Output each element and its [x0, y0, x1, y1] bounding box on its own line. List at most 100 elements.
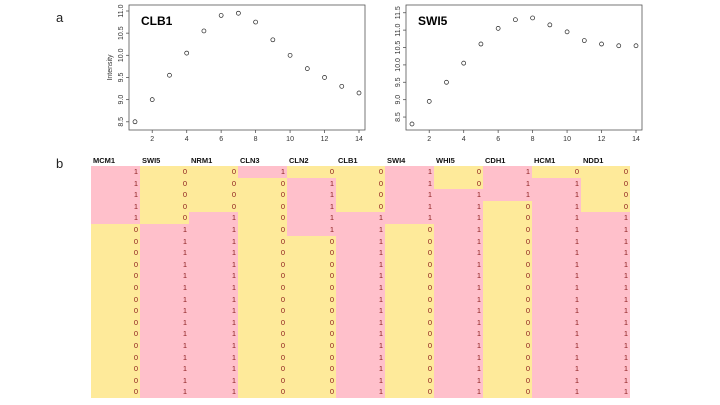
table-cell: 1	[140, 340, 189, 352]
table-cell: 1	[434, 293, 483, 306]
table-cell: 0	[483, 340, 532, 352]
table-cell: 1	[385, 177, 434, 190]
table-cell: 0	[483, 212, 532, 224]
table-cell: 1	[189, 224, 238, 236]
table-cell: 1	[581, 282, 630, 294]
table-cell: 0	[91, 270, 140, 282]
table-cell: 1	[434, 328, 483, 340]
clb1-y-tick-label: 10.0	[118, 48, 125, 62]
clb1-data-point	[322, 75, 327, 80]
swi5-data-point	[530, 15, 535, 21]
table-cell: 1	[532, 270, 581, 282]
clb1-x-tick-label: 8	[254, 136, 258, 143]
column-header-ndd1: NDD1	[583, 156, 604, 165]
table-cell: 1	[483, 166, 532, 178]
table-cell: 1	[581, 316, 630, 329]
clb1-x-tick-label: 2	[150, 136, 154, 143]
table-cell: 1	[581, 235, 630, 248]
table-cell: 0	[483, 328, 532, 340]
clb1-data-point	[218, 13, 224, 18]
table-cell: 1	[532, 363, 581, 375]
table-cell: 0	[581, 166, 630, 178]
swi5-x-tick-label: 12	[598, 136, 606, 143]
clb1-plot-frame	[128, 4, 366, 131]
table-cell: 0	[140, 166, 189, 178]
table-cell: 0	[238, 282, 287, 294]
table-cell: 1	[189, 386, 238, 398]
table-cell: 0	[385, 247, 434, 259]
table-cell: 1	[434, 258, 483, 271]
table-cell: 1	[434, 200, 483, 213]
table-cell: 0	[483, 293, 532, 306]
table-cell: 0	[287, 270, 336, 282]
swi5-data-point	[564, 29, 570, 35]
table-cell: 1	[532, 189, 581, 201]
table-cell: 1	[189, 351, 238, 364]
table-cell: 1	[385, 189, 434, 201]
clb1-y-tick-label: 9.5	[118, 72, 125, 82]
table-cell: 0	[483, 282, 532, 294]
table-cell: 0	[238, 235, 287, 248]
table-cell: 1	[91, 212, 140, 224]
swi5-y-tick-label: 10.5	[395, 41, 402, 55]
table-cell: 1	[336, 235, 385, 248]
table-cell: 1	[189, 270, 238, 282]
table-cell: 1	[532, 247, 581, 259]
clb1-data-point	[287, 52, 293, 58]
table-cell: 1	[140, 247, 189, 259]
table-cell: 1	[385, 212, 434, 224]
table-cell: 1	[336, 328, 385, 340]
table-cell: 1	[91, 189, 140, 201]
clb1-data-point	[304, 66, 310, 71]
table-cell: 0	[91, 247, 140, 259]
table-cell: 1	[581, 224, 630, 236]
table-cell: 0	[287, 374, 336, 387]
table-cell: 1	[385, 200, 434, 213]
table-cell: 0	[238, 293, 287, 306]
table-cell: 0	[385, 282, 434, 294]
scatter-plots-canvas: 2 4 6 8 10 12 14 8.5 9.0 9.5 10.0 10.5 11.0 CLB1 Inten…	[107, 4, 643, 143]
table-cell: 0	[140, 200, 189, 213]
swi5-plot-frame	[405, 4, 643, 131]
swi5-y-tick-label: 9.0	[395, 95, 402, 105]
clb1-data-point	[253, 19, 258, 25]
table-cell: 1	[140, 328, 189, 340]
swi5-x-tick-label: 8	[531, 136, 535, 143]
table-cell: 1	[189, 328, 238, 340]
table-cell: 1	[140, 235, 189, 248]
table-cell: 0	[238, 212, 287, 224]
table-cell: 1	[434, 212, 483, 224]
table-cell: 0	[238, 177, 287, 190]
table-cell: 1	[189, 293, 238, 306]
table-cell: 0	[91, 316, 140, 329]
table-cell: 1	[434, 386, 483, 398]
table-cell: 1	[434, 305, 483, 317]
table-cell: 1	[189, 235, 238, 248]
table-cell: 0	[238, 200, 287, 213]
table-cell: 0	[189, 177, 238, 190]
table-cell: 1	[532, 200, 581, 213]
table-cell: 1	[287, 224, 336, 236]
table-cell: 1	[532, 293, 581, 306]
table-cell: 1	[287, 200, 336, 213]
clb1-x-tick-label: 12	[321, 136, 329, 143]
swi5-data-point	[444, 79, 449, 85]
swi5-y-tick-label: 11.0	[395, 23, 402, 36]
swi5-data-point	[426, 99, 432, 104]
table-cell: 1	[238, 166, 287, 178]
swi5-x-tick-label: 4	[462, 136, 466, 143]
swi5-data-point	[461, 60, 467, 66]
table-cell: 1	[336, 293, 385, 306]
column-header-hcm1: HCM1	[534, 156, 556, 165]
swi5-data-point	[581, 38, 587, 43]
clb1-data-point	[132, 119, 138, 125]
table-cell: 0	[91, 340, 140, 352]
table-cell: 1	[581, 340, 630, 352]
table-cell: 1	[189, 363, 238, 375]
table-cell: 1	[140, 351, 189, 364]
table-cell: 0	[287, 235, 336, 248]
table-cell: 0	[385, 316, 434, 329]
table-cell: 1	[532, 224, 581, 236]
table-cell: 0	[238, 340, 287, 352]
